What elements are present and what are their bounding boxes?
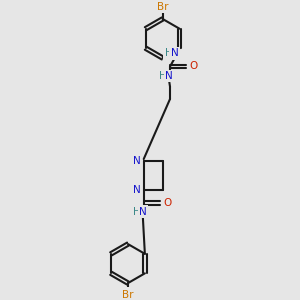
Text: H: H [165, 48, 172, 58]
Text: N: N [139, 207, 147, 217]
Text: Br: Br [122, 290, 134, 300]
Text: N: N [171, 48, 178, 58]
Text: O: O [163, 198, 171, 208]
Text: H: H [133, 207, 140, 217]
Text: O: O [189, 61, 197, 71]
Text: N: N [165, 71, 173, 81]
Text: N: N [133, 185, 141, 195]
Text: N: N [133, 156, 141, 166]
Text: Br: Br [157, 2, 168, 12]
Text: H: H [159, 71, 167, 81]
